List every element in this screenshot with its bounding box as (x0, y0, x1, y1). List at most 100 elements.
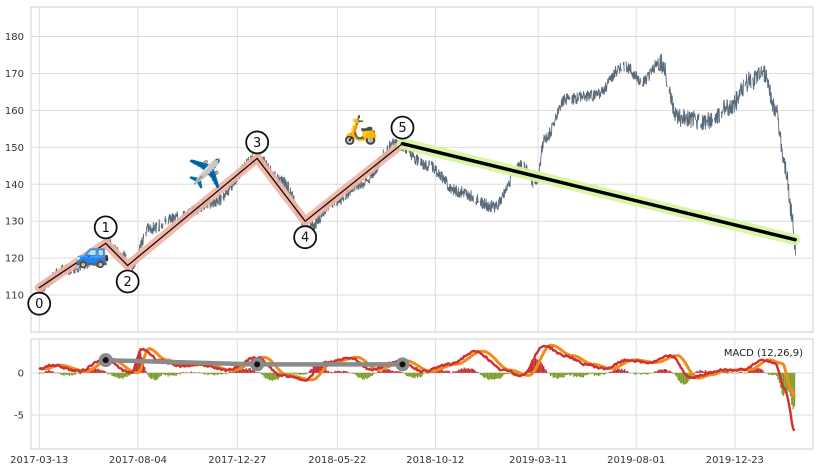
macd-histogram-bar (748, 370, 750, 373)
macd-histogram-bar (52, 371, 54, 373)
macd-histogram-bar (349, 372, 352, 374)
macd-histogram-bar (541, 364, 543, 373)
macd-histogram-bar (244, 369, 246, 373)
macd-histogram-bar (614, 368, 616, 373)
macd-histogram-bar (374, 372, 376, 374)
macd-histogram-bar (734, 372, 737, 374)
macd-histogram-bar (481, 372, 483, 376)
macd-histogram-bar (340, 371, 342, 373)
macd-histogram-bar (770, 372, 772, 376)
macd-histogram-bar (585, 372, 587, 376)
macd-histogram-bar (739, 372, 741, 373)
macd-histogram-bar (706, 371, 708, 373)
price-line-segment (625, 61, 642, 86)
macd-histogram-bar (57, 372, 60, 374)
macd-histogram-bar (470, 368, 472, 373)
macd-histogram-bar (74, 372, 76, 376)
macd-histogram-bar (440, 369, 442, 373)
scooter-icon: 🛵 (343, 113, 378, 146)
macd-histogram-bar (97, 368, 99, 373)
macd-histogram-bar (785, 372, 787, 392)
macd-histogram-bar (559, 372, 561, 378)
macd-histogram-bar (46, 371, 49, 373)
macd-histogram-bar (299, 372, 301, 376)
price-line-segment (145, 221, 158, 237)
macd-histogram-bar (658, 369, 660, 373)
macd-histogram-bar (703, 371, 705, 373)
macd-histogram-bar (412, 372, 415, 378)
price-line-segment (408, 149, 420, 167)
macd-histogram-bar (567, 372, 570, 375)
macd-histogram-bar (625, 371, 627, 373)
price-line-segment (430, 160, 474, 203)
macd-histogram-bar (489, 372, 491, 379)
wave-point-marker: 4 (293, 225, 318, 250)
macd-histogram-bar (601, 372, 604, 375)
macd-histogram-bar (438, 370, 441, 373)
macd-histogram-bar (747, 371, 749, 373)
macd-histogram-bar (196, 372, 198, 374)
macd-histogram-bar (755, 368, 757, 373)
macd-histogram-bar (67, 372, 69, 375)
macd-histogram-bar (347, 371, 349, 373)
macd-histogram-bar (456, 371, 458, 373)
macd-histogram-bar (200, 372, 202, 374)
macd-histogram-bar (161, 372, 164, 374)
macd-histogram-bar (223, 372, 225, 374)
macd-histogram-bar (307, 372, 309, 374)
macd-histogram-bar (262, 372, 264, 375)
macd-histogram-bar (264, 372, 267, 379)
macd-y-tick-labels: 0 -5 (14, 368, 24, 421)
macd-histogram-bar (368, 372, 371, 378)
macd-histogram-bar (222, 372, 224, 374)
macd-histogram-bar (259, 372, 261, 373)
macd-histogram-bar (293, 372, 295, 375)
macd-histogram-bar (352, 372, 354, 374)
macd-histogram-bar (444, 370, 446, 373)
macd-histogram-bar (178, 372, 180, 374)
macd-histogram-bar (416, 372, 419, 378)
macd-histogram-bar (647, 372, 649, 375)
wave-point-circle (245, 130, 270, 155)
macd-histogram-bar (507, 372, 509, 374)
macd-histogram-bar (205, 372, 208, 374)
macd-histogram-bar (410, 372, 412, 377)
macd-histogram-bar (408, 372, 411, 377)
price-y-tick-label: 180 (5, 32, 24, 43)
macd-histogram-bar (290, 372, 293, 375)
macd-histogram-bar (389, 369, 391, 373)
macd-histogram-bar (59, 372, 61, 374)
macd-histogram-bar (233, 371, 235, 373)
macd-histogram-bar (784, 372, 786, 394)
macd-histogram-bar (229, 371, 231, 373)
price-y-tick-label: 150 (5, 143, 24, 154)
macd-histogram-bar (329, 372, 331, 373)
macd-histogram-bar (493, 372, 496, 380)
macd-histogram-bar (273, 372, 275, 380)
macd-histogram-bar (552, 372, 554, 378)
macd-histogram-bar (370, 372, 372, 376)
wave-point-circle (93, 215, 118, 240)
wave-point-label: 5 (398, 121, 406, 136)
macd-histogram-bar (725, 371, 727, 373)
macd-histogram-bar (304, 372, 306, 375)
macd-histogram-bar (103, 370, 105, 373)
macd-histogram-bar (107, 372, 109, 375)
macd-histogram-bar (395, 371, 397, 373)
macd-histogram-bar (564, 372, 567, 376)
x-tick-label: 2017-03-13 (10, 455, 68, 466)
macd-histogram-bar (378, 370, 380, 373)
macd-histogram-bar (558, 372, 560, 378)
macd-histogram-bar (581, 372, 583, 378)
macd-histogram-bar (459, 369, 461, 373)
macd-histogram-bar (666, 369, 668, 373)
macd-histogram-bar (773, 372, 775, 375)
macd-histogram-bar (366, 372, 368, 380)
macd-histogram-bar (689, 372, 692, 380)
macd-histogram-bar (421, 372, 423, 377)
macd-histogram-bar (684, 372, 686, 385)
macd-histogram-bar (367, 372, 369, 378)
price-line-segment (752, 65, 796, 256)
macd-histogram-bar (359, 372, 361, 378)
macd-histogram-bar (197, 372, 199, 374)
